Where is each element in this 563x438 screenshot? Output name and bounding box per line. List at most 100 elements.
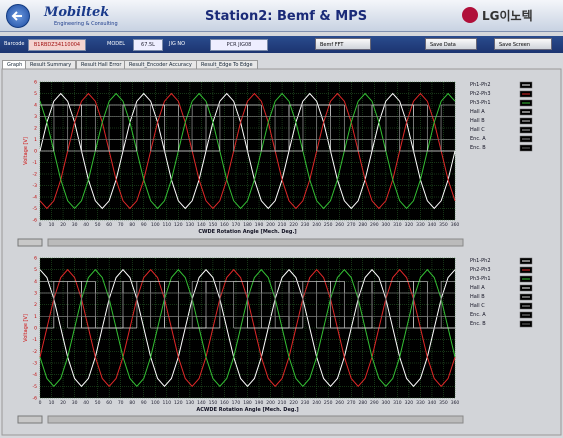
x-tick-label: 200 (266, 400, 275, 406)
x-tick-label: 240 (312, 222, 321, 228)
x-tick-label: 170 (232, 400, 241, 406)
x-tick-label: 240 (312, 400, 321, 406)
x-tick-label: 340 (428, 400, 437, 406)
legend-label: Ph1-Ph2 (470, 258, 491, 264)
legend-label: Ph3-Ph1 (470, 276, 491, 282)
legend-label: Hall C (470, 127, 485, 133)
scrollbar[interactable] (47, 415, 464, 424)
y-tick-label: 3 (34, 291, 37, 297)
x-tick-label: 140 (197, 400, 206, 406)
legend-label: Ph3-Ph1 (470, 100, 491, 106)
back-arrow (11, 11, 22, 21)
x-tick-label: 90 (141, 400, 147, 406)
y-tick-label: 3 (34, 114, 37, 120)
x-tick-label: 90 (141, 222, 147, 228)
x-tick-label: 160 (220, 400, 229, 406)
x-tick-label: 100 (151, 400, 160, 406)
x-axis-label: CWDE Rotation Angle [Mech. Deg.] (198, 229, 296, 235)
logo: Mobiltek (44, 5, 110, 20)
y-tick-label: 5 (34, 91, 37, 97)
x-tick-label: 140 (197, 222, 206, 228)
y-tick-label: 4 (34, 103, 37, 109)
x-tick-label: 320 (405, 400, 414, 406)
x-tick-label: 110 (163, 222, 172, 228)
x-tick-label: 180 (243, 222, 252, 228)
bemf-fft-button[interactable]: Bemf FFT (315, 38, 371, 50)
back-button[interactable] (6, 4, 30, 28)
x-tick-label: 300 (382, 222, 391, 228)
toolbar: Barcode B1RBDZ34110004 MODEL 67.5L JIG N… (0, 36, 563, 53)
y-tick-label: 2 (34, 302, 37, 308)
y-tick-label: 6 (34, 80, 37, 86)
save-data-button[interactable]: Save Data (425, 38, 477, 50)
x-tick-label: 120 (174, 222, 183, 228)
y-tick-label: -5 (33, 384, 38, 390)
y-tick-label: 0 (34, 326, 37, 332)
y-tick-label: -6 (33, 396, 38, 402)
x-tick-label: 170 (232, 222, 241, 228)
x-tick-label: 250 (324, 400, 333, 406)
x-tick-label: 260 (335, 222, 344, 228)
x-tick-label: 60 (106, 400, 112, 406)
legend-label: Hall B (470, 118, 485, 124)
save-screen-button[interactable]: Save Screen (494, 38, 552, 50)
x-tick-label: 30 (72, 400, 78, 406)
x-tick-label: 260 (335, 400, 344, 406)
x-tick-label: 350 (439, 400, 448, 406)
tab[interactable]: Result Summary (25, 60, 77, 70)
page-title: Station2: Bemf & MPS (205, 9, 368, 24)
legend-label: Hall A (470, 285, 485, 291)
scrollbar[interactable] (47, 238, 464, 247)
logo-sub: Engineering & Consulting (54, 21, 118, 27)
legend-label: Ph2-Ph3 (470, 91, 491, 97)
x-tick-label: 290 (370, 222, 379, 228)
barcode-field[interactable]: B1RBDZ34110004 (28, 39, 86, 51)
tab[interactable]: Result_Edge To Edge (196, 60, 258, 70)
y-tick-label: 4 (34, 279, 37, 285)
x-tick-label: 330 (416, 222, 425, 228)
x-tick-label: 40 (83, 400, 89, 406)
y-tick-label: 6 (34, 256, 37, 262)
x-tick-label: 280 (358, 222, 367, 228)
x-tick-label: 200 (266, 222, 275, 228)
graph-tools[interactable] (17, 238, 43, 247)
x-tick-label: 0 (39, 400, 42, 406)
x-tick-label: 180 (243, 400, 252, 406)
legend-label: Enc. A (470, 136, 486, 142)
x-tick-label: 210 (278, 222, 287, 228)
y-tick-label: -2 (33, 172, 38, 178)
x-tick-label: 130 (186, 400, 195, 406)
x-tick-label: 130 (186, 222, 195, 228)
model-field[interactable]: 67.5L (133, 39, 163, 51)
x-tick-label: 40 (83, 222, 89, 228)
x-tick-label: 310 (393, 222, 402, 228)
x-tick-label: 230 (301, 400, 310, 406)
x-tick-label: 190 (255, 222, 264, 228)
jig-label: JIG NO (169, 41, 186, 47)
y-tick-label: 1 (34, 137, 37, 143)
x-tick-label: 30 (72, 222, 78, 228)
x-tick-label: 50 (95, 400, 101, 406)
jig-field[interactable]: PCR JIG08 (210, 39, 268, 51)
y-tick-label: -1 (33, 337, 38, 343)
x-tick-label: 150 (209, 222, 218, 228)
x-tick-label: 360 (451, 400, 460, 406)
x-tick-label: 270 (347, 400, 356, 406)
graph-tools[interactable] (17, 415, 43, 424)
y-axis-label: Voltage [V] (23, 137, 29, 165)
x-tick-label: 310 (393, 400, 402, 406)
legend-label: Hall A (470, 109, 485, 115)
x-tick-label: 150 (209, 400, 218, 406)
x-tick-label: 50 (95, 222, 101, 228)
brand: LG이노텍 (482, 9, 533, 23)
x-tick-label: 80 (129, 400, 135, 406)
x-tick-label: 270 (347, 222, 356, 228)
y-axis-label: Voltage [V] (23, 314, 29, 342)
y-tick-label: -3 (33, 183, 38, 189)
x-tick-label: 330 (416, 400, 425, 406)
x-tick-label: 70 (118, 222, 124, 228)
y-tick-label: -4 (33, 195, 38, 201)
x-tick-label: 220 (289, 222, 298, 228)
x-tick-label: 350 (439, 222, 448, 228)
